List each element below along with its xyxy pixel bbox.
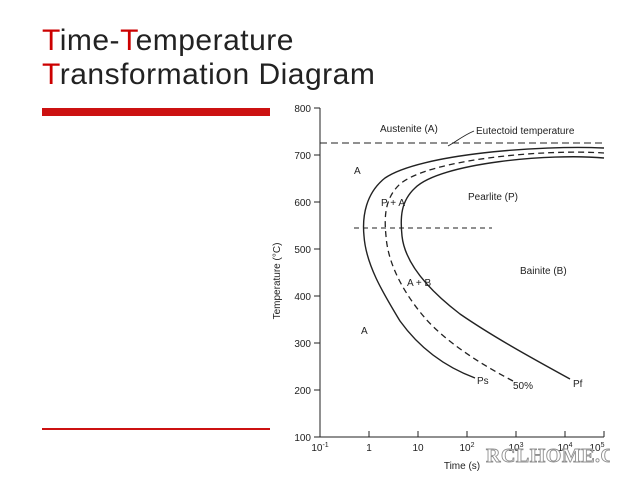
- x-tick-marks: [319, 431, 605, 437]
- x-tick-label: 10-1: [311, 442, 328, 454]
- region-a-upper-label: A: [354, 166, 361, 177]
- x-tick-label: 102: [459, 442, 474, 454]
- y-tick-label: 100: [294, 433, 311, 444]
- eutectoid-leader-line: [447, 130, 475, 147]
- bottom-divider-line: [42, 428, 274, 430]
- x-tick-label: 10: [412, 443, 424, 454]
- ps-label: Ps: [477, 376, 489, 387]
- x-axis-title: Time (s): [444, 461, 480, 472]
- ttt-diagram-figure: 800 700 600 500 400 300 200 100 10-1 1 1…: [270, 96, 610, 479]
- y-tick-label: 200: [294, 386, 311, 397]
- pearlite-label: Pearlite (P): [468, 192, 518, 203]
- eutectoid-label: Eutectoid temperature: [476, 126, 575, 137]
- title-line-2: Transformation Diagram: [42, 58, 375, 92]
- title-text: ime-: [59, 24, 121, 57]
- y-tick-label: 700: [294, 151, 311, 162]
- ttt-diagram: 800 700 600 500 400 300 200 100 10-1 1 1…: [272, 104, 610, 472]
- austenite-label: Austenite (A): [380, 124, 438, 135]
- y-tick-marks: [314, 107, 320, 438]
- ps-curve: [362, 146, 605, 379]
- a-plus-b-label: A + B: [407, 278, 432, 289]
- fifty-percent-curve: [384, 151, 605, 382]
- title-text: emperature: [135, 24, 294, 57]
- y-tick-label: 500: [294, 245, 311, 256]
- title-initial-t: T: [42, 24, 60, 57]
- watermark-logo: RCLHOME.COM: [486, 445, 610, 467]
- y-tick-label: 400: [294, 292, 311, 303]
- title-text: ransformation Diagram: [59, 58, 376, 91]
- x-tick-label: 1: [366, 443, 372, 454]
- title-line-1: Time-Temperature: [42, 24, 375, 58]
- pf-label: Pf: [573, 379, 583, 390]
- bainite-label: Bainite (B): [520, 266, 567, 277]
- title-underline-bar: [42, 108, 274, 116]
- x-tick-label: 105: [589, 442, 604, 454]
- slide-title: Time-Temperature Transformation Diagram: [42, 24, 375, 92]
- y-tick-label: 300: [294, 339, 311, 350]
- y-tick-label: 800: [294, 104, 311, 115]
- fifty-percent-label: 50%: [513, 381, 533, 392]
- region-a-lower-label: A: [361, 326, 368, 337]
- p-plus-a-label: P + A: [381, 198, 405, 209]
- y-tick-label: 600: [294, 198, 311, 209]
- title-initial-t: T: [42, 58, 60, 91]
- x-tick-label: 103: [508, 442, 523, 454]
- x-tick-label: 104: [557, 442, 572, 454]
- y-axis-title: Temperature (°C): [272, 243, 283, 320]
- pf-curve: [400, 156, 605, 380]
- title-initial-t: T: [120, 24, 136, 57]
